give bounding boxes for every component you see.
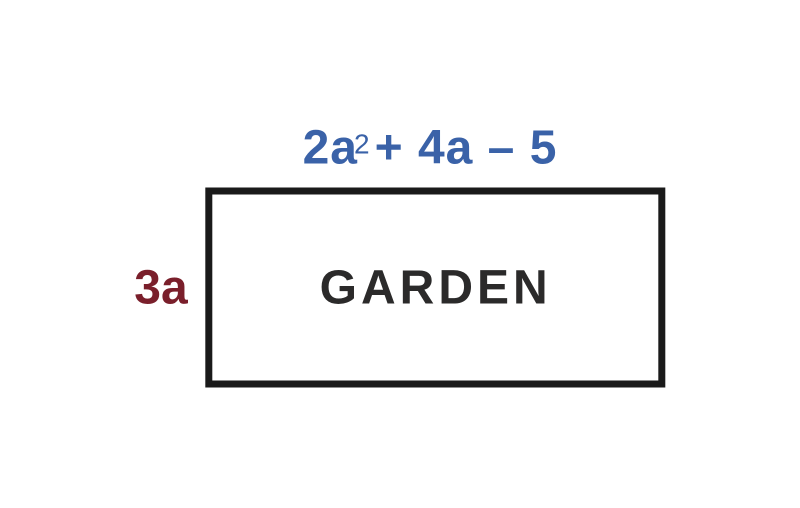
- garden-rectangle: GARDEN: [206, 188, 666, 388]
- rectangle-label: GARDEN: [320, 260, 552, 315]
- expression-exponent: 2: [354, 128, 371, 159]
- rectangle-row: 3a GARDEN: [134, 188, 665, 388]
- height-expression-label: 3a: [134, 260, 187, 315]
- expression-prefix: 2a: [303, 122, 358, 175]
- width-expression-label: 2a2+ 4a – 5: [194, 121, 665, 176]
- diagram-container: 2a2+ 4a – 5 3a GARDEN: [134, 121, 665, 388]
- expression-suffix: + 4a – 5: [375, 122, 558, 175]
